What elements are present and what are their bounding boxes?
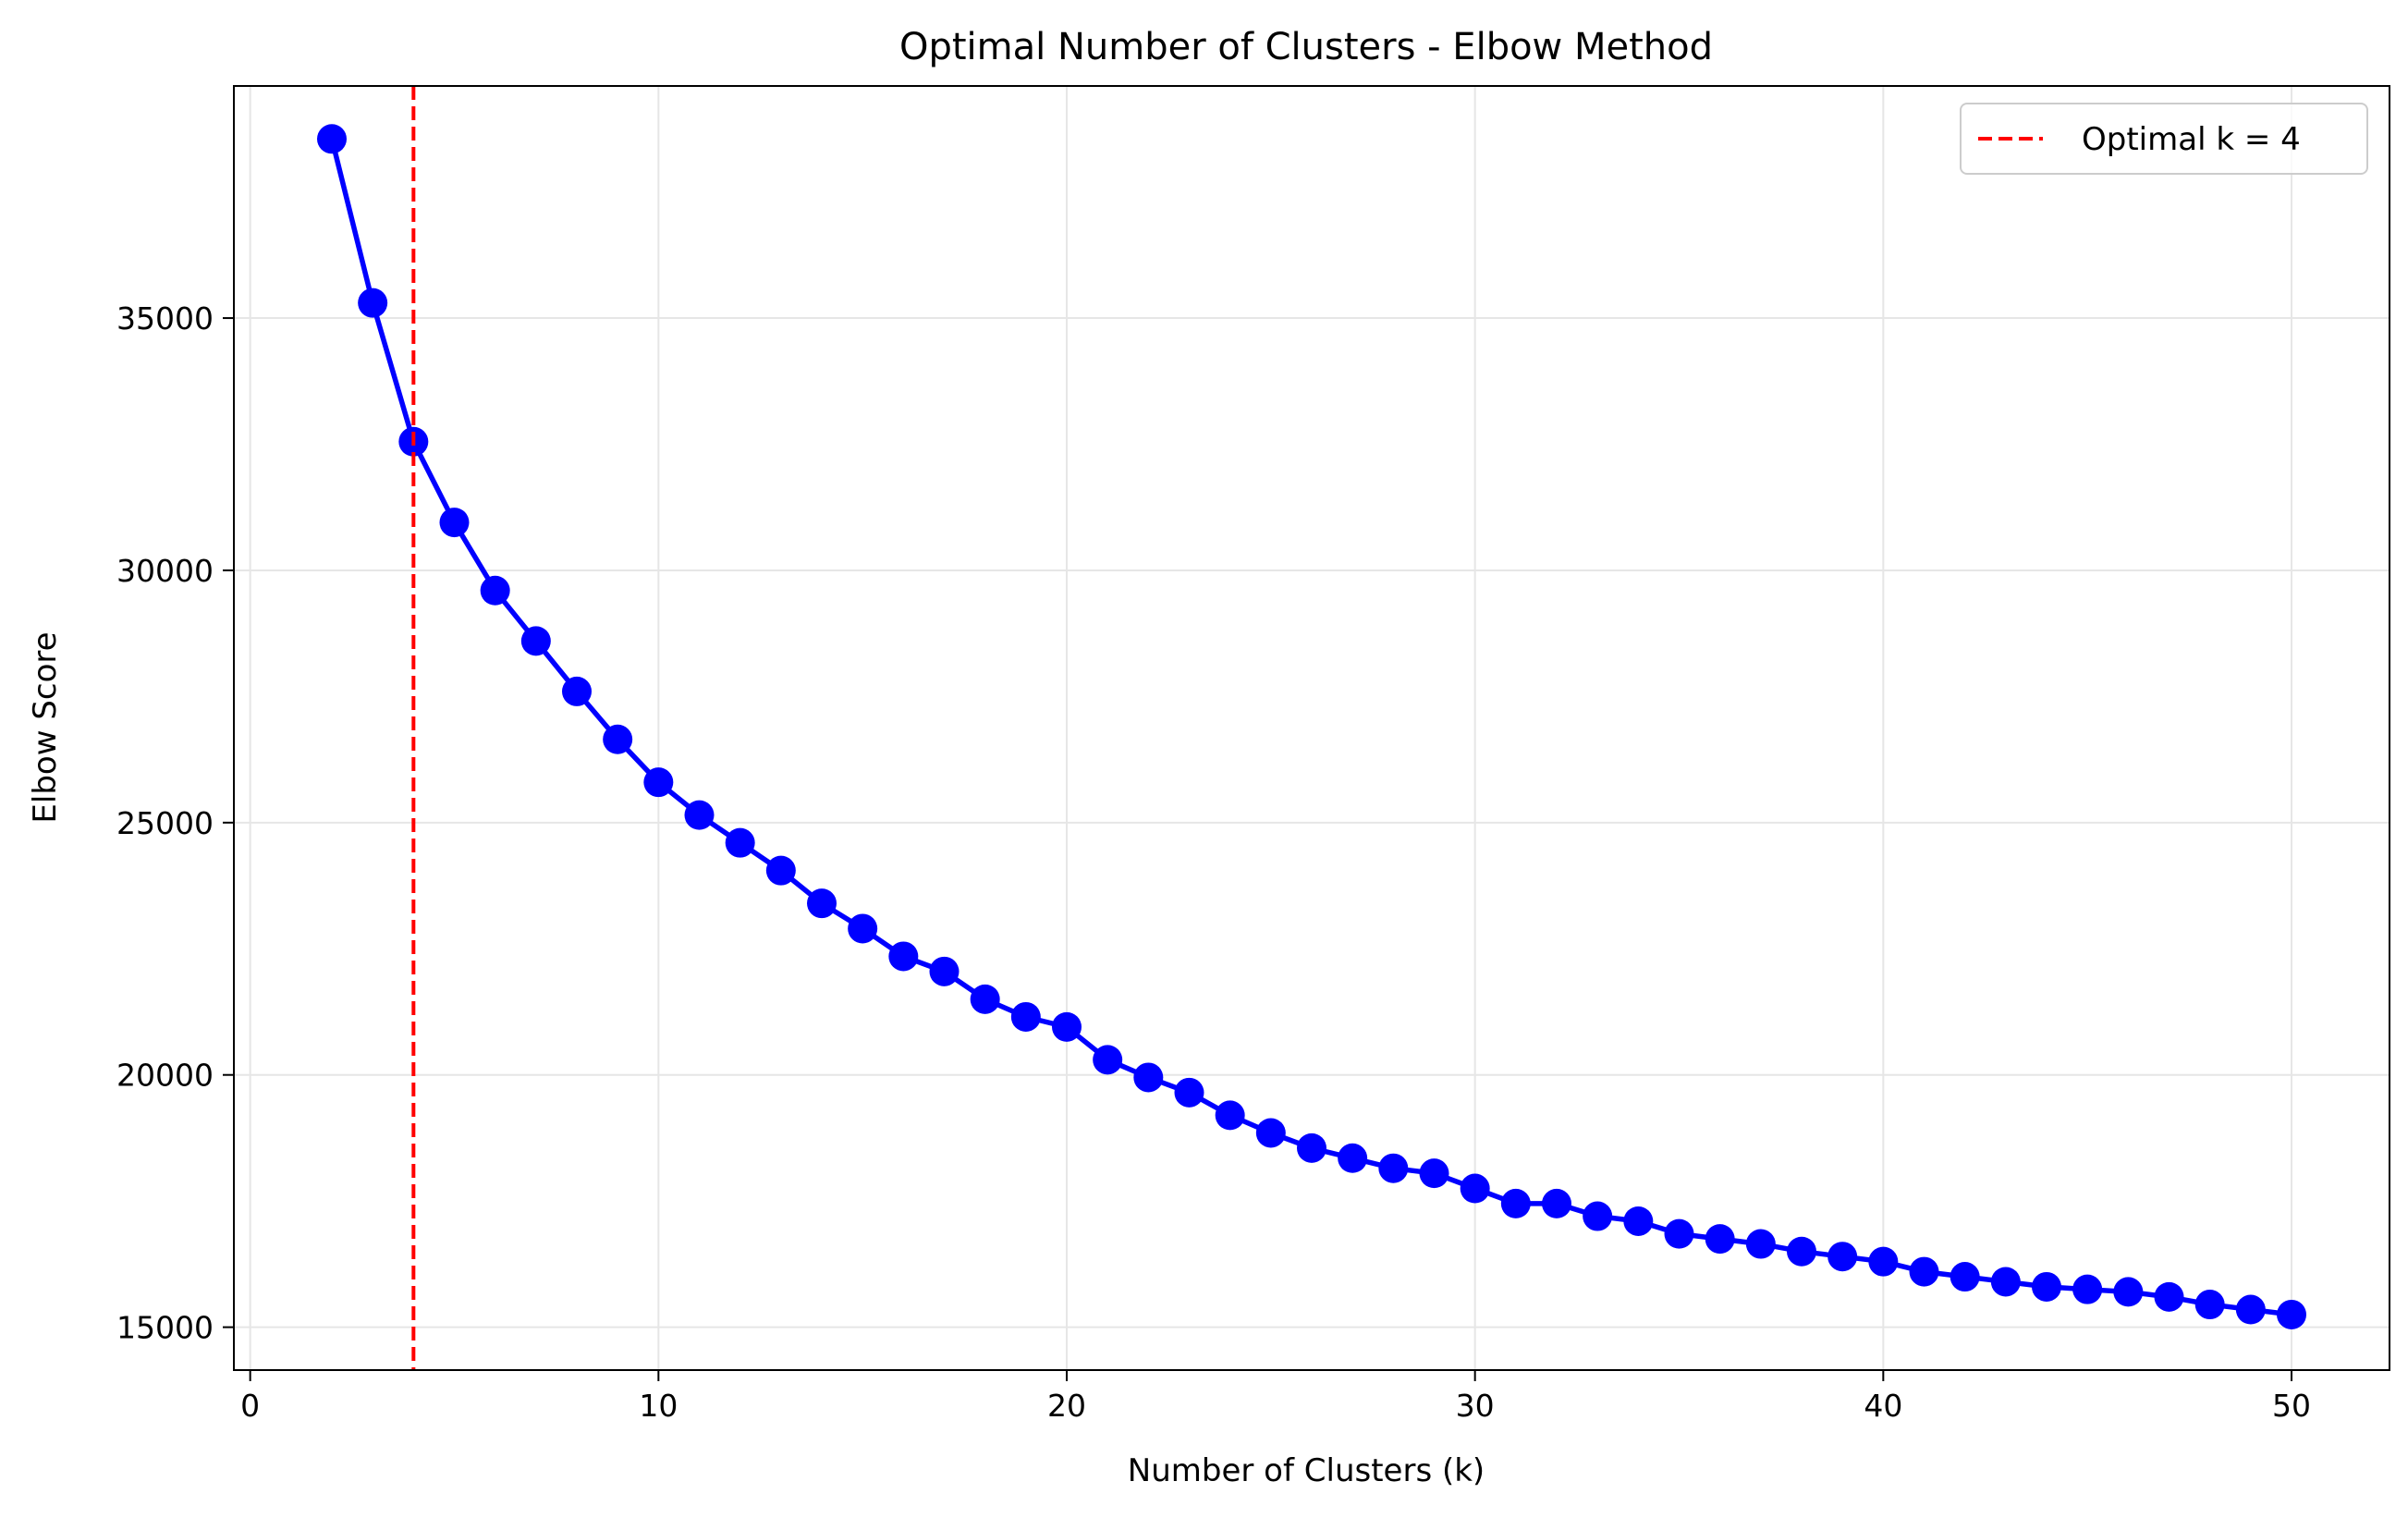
data-point bbox=[480, 575, 510, 606]
data-point bbox=[603, 724, 633, 754]
data-point bbox=[2032, 1271, 2061, 1302]
data-point bbox=[358, 288, 388, 318]
data-point bbox=[970, 984, 1000, 1014]
x-tick-label: 50 bbox=[2272, 1388, 2311, 1424]
data-point bbox=[1093, 1045, 1123, 1075]
data-point bbox=[1297, 1132, 1326, 1163]
data-point bbox=[520, 626, 551, 656]
data-point bbox=[2113, 1277, 2144, 1307]
data-point bbox=[1338, 1143, 1368, 1173]
data-point bbox=[1052, 1011, 1082, 1042]
data-point bbox=[929, 956, 960, 986]
data-point bbox=[1010, 1001, 1041, 1032]
data-point bbox=[1827, 1242, 1858, 1272]
x-axis-label: Number of Clusters (k) bbox=[1128, 1452, 1485, 1489]
data-point bbox=[1419, 1158, 1449, 1189]
data-point bbox=[1255, 1118, 1286, 1148]
data-point bbox=[2235, 1294, 2266, 1325]
data-point bbox=[1868, 1246, 1899, 1277]
y-tick-label: 35000 bbox=[116, 300, 214, 337]
data-point bbox=[643, 767, 674, 798]
chart-title: Optimal Number of Clusters - Elbow Metho… bbox=[899, 26, 1713, 68]
data-point bbox=[1174, 1077, 1204, 1108]
x-tick-label: 30 bbox=[1456, 1388, 1495, 1424]
data-point bbox=[1950, 1262, 1980, 1292]
plot-area bbox=[317, 86, 2306, 1370]
data-point bbox=[1664, 1218, 1694, 1249]
y-tick-label: 20000 bbox=[116, 1058, 214, 1094]
data-point bbox=[1745, 1229, 1776, 1259]
data-point bbox=[2277, 1299, 2306, 1329]
x-tick-label: 40 bbox=[1864, 1388, 1902, 1424]
data-point bbox=[2194, 1290, 2225, 1320]
data-point bbox=[725, 827, 755, 858]
data-point bbox=[1583, 1201, 1613, 1231]
axes-frame bbox=[233, 85, 2390, 1371]
data-point bbox=[848, 913, 878, 944]
data-point bbox=[765, 855, 796, 886]
data-point bbox=[1460, 1173, 1490, 1204]
data-point bbox=[807, 888, 837, 919]
x-tick-label: 0 bbox=[240, 1388, 260, 1424]
y-axis-label: Elbow Score bbox=[27, 631, 64, 823]
data-point bbox=[2072, 1274, 2103, 1304]
data-point bbox=[1542, 1188, 1571, 1218]
data-point bbox=[1705, 1224, 1735, 1255]
x-tick-label: 10 bbox=[639, 1388, 678, 1424]
y-tick-label: 15000 bbox=[116, 1310, 214, 1346]
data-point bbox=[1787, 1236, 1816, 1267]
legend-entry-optimal-k: Optimal k = 4 bbox=[2082, 121, 2301, 158]
data-point bbox=[317, 124, 347, 154]
legend: Optimal k = 4 bbox=[1960, 103, 2368, 175]
legend-box bbox=[1960, 103, 2368, 175]
data-point bbox=[684, 800, 715, 830]
data-point bbox=[2154, 1281, 2184, 1312]
y-tick-label: 30000 bbox=[116, 553, 214, 589]
data-point bbox=[1500, 1188, 1531, 1218]
data-point bbox=[1623, 1206, 1654, 1236]
data-point bbox=[439, 508, 470, 538]
data-point bbox=[1133, 1062, 1164, 1093]
grid bbox=[234, 86, 2390, 1370]
data-point bbox=[1378, 1153, 1409, 1183]
x-tick-label: 20 bbox=[1047, 1388, 1086, 1424]
y-tick-label: 25000 bbox=[116, 805, 214, 841]
data-point bbox=[1215, 1100, 1245, 1131]
data-point bbox=[1990, 1267, 2021, 1297]
data-point bbox=[1909, 1256, 1939, 1287]
data-point bbox=[888, 941, 919, 972]
axis-ticks: 0 10 20 30 40 50 15000 20000 25000 30000 35000 bbox=[116, 300, 2311, 1424]
data-point bbox=[562, 676, 592, 706]
